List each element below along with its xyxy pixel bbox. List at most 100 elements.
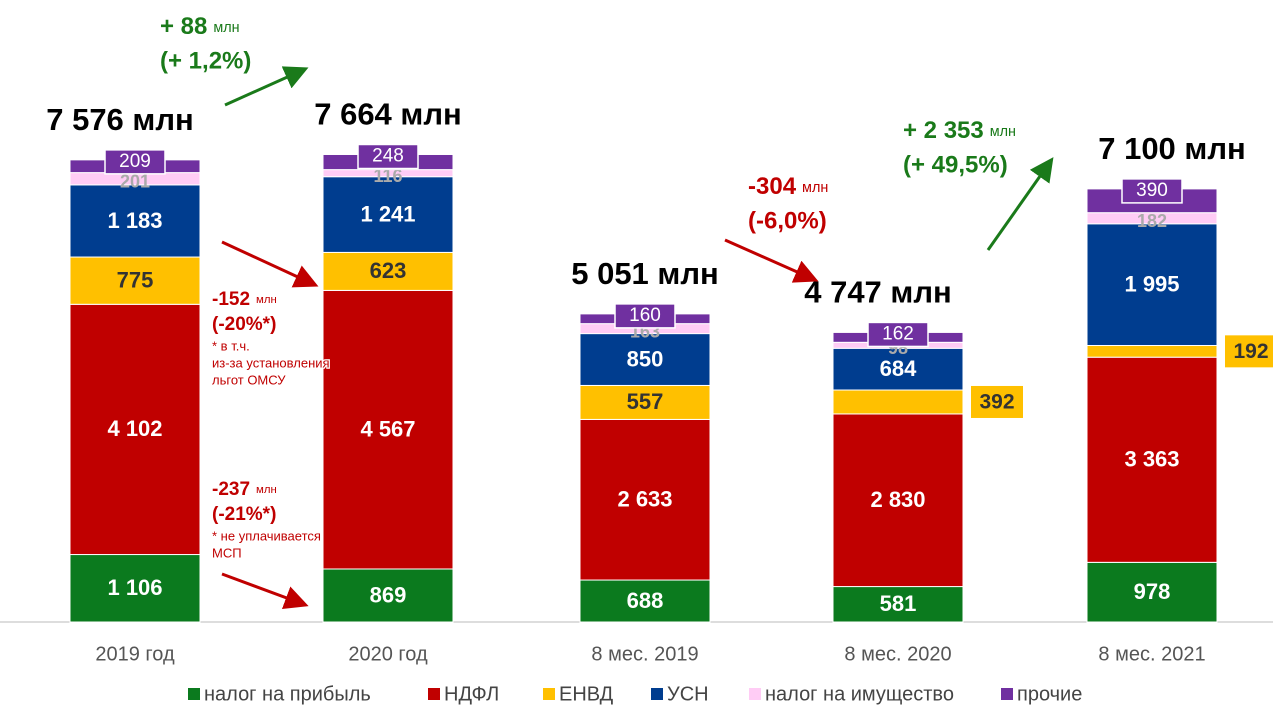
x-tick-label: 8 мес. 2021 — [1098, 643, 1205, 665]
bar-segment — [322, 568, 454, 623]
annotation-note: * в т.ч. — [212, 338, 250, 353]
data-label-box — [104, 149, 166, 175]
annotation-note: из-за установления — [212, 355, 330, 370]
annotation-value: -152 млн — [212, 289, 277, 310]
data-label-box — [971, 385, 1023, 418]
data-label: 684 — [880, 356, 917, 381]
bar-segment — [832, 347, 964, 391]
legend-swatch — [543, 688, 555, 700]
total-label: 7 664 млн — [314, 97, 462, 132]
bar-segment — [69, 554, 201, 623]
annotation-value-number: + 88 — [160, 13, 207, 40]
data-label: 688 — [627, 588, 664, 613]
data-label: 3 363 — [1124, 447, 1179, 472]
data-label: 192 — [1233, 340, 1268, 363]
data-label: 850 — [627, 346, 664, 371]
annotation-percent: (+ 49,5%) — [903, 151, 1008, 178]
data-label: 209 — [119, 151, 151, 172]
legend-label: прочие — [1017, 683, 1082, 705]
data-label: 623 — [370, 258, 407, 283]
annotation-value-number: + 2 353 — [903, 117, 984, 144]
data-label: 2 633 — [617, 487, 672, 512]
x-tick-label: 8 мес. 2020 — [844, 643, 951, 665]
data-label-box — [1121, 178, 1183, 204]
total-label: 7 100 млн — [1098, 131, 1246, 166]
legend-swatch — [188, 688, 200, 700]
data-label: 581 — [880, 591, 917, 616]
data-label: 4 102 — [107, 416, 162, 441]
annotation-value-number: -237 — [212, 479, 250, 500]
data-label: 557 — [627, 389, 664, 414]
legend-label: УСН — [667, 683, 709, 705]
data-label: 978 — [1134, 579, 1171, 604]
bar-segment — [322, 289, 454, 570]
data-label: 201 — [120, 171, 150, 191]
bar-segment — [1086, 223, 1218, 346]
legend-swatch — [1001, 688, 1013, 700]
bar-segment — [579, 418, 711, 581]
total-label: 5 051 млн — [571, 256, 719, 291]
bar-segment — [322, 176, 454, 253]
legend-swatch — [749, 688, 761, 700]
total-label: 4 747 млн — [804, 275, 952, 310]
legend-label: НДФЛ — [444, 683, 499, 705]
data-label-box — [867, 321, 929, 348]
data-label: 4 567 — [360, 417, 415, 442]
data-label: 775 — [117, 267, 154, 292]
annotation-percent: (-6,0%) — [748, 207, 827, 234]
bar-segment — [832, 389, 964, 415]
data-label-box — [614, 303, 676, 329]
data-label: 2 830 — [870, 487, 925, 512]
annotation-value: -304 млн — [748, 173, 828, 200]
annotation-percent: (-21%*) — [212, 504, 276, 525]
legend-swatch — [651, 688, 663, 700]
data-label: 248 — [372, 146, 404, 167]
bar-segment — [1086, 561, 1218, 623]
bar-segment — [1086, 356, 1218, 563]
legend-label: налог на имущество — [765, 683, 954, 705]
bar-segment — [579, 333, 711, 386]
data-label: 162 — [882, 323, 914, 344]
bar-segment — [1086, 344, 1218, 358]
data-label: 1 241 — [360, 201, 415, 226]
data-label: 116 — [373, 166, 402, 186]
annotation-value-number: -304 — [748, 173, 797, 200]
legend-swatch — [428, 688, 440, 700]
data-label: 1 106 — [107, 575, 162, 600]
legend-label: налог на прибыль — [204, 683, 371, 705]
data-label: 1 183 — [107, 208, 162, 233]
bar-segment — [579, 384, 711, 420]
annotation-value: -237 млн — [212, 479, 277, 500]
bar-segment — [832, 413, 964, 588]
annotation-percent: (-20%*) — [212, 314, 276, 335]
annotation-unit: млн — [256, 294, 277, 306]
annotation-unit: млн — [256, 484, 277, 496]
data-label: 182 — [1137, 211, 1167, 231]
bar-segment — [69, 256, 201, 305]
bar-segment — [322, 251, 454, 291]
annotation-percent: (+ 1,2%) — [160, 47, 251, 74]
annotation-note: льгот ОМСУ — [212, 372, 286, 387]
annotation-value: + 2 353 млн — [903, 117, 1016, 144]
x-tick-label: 2020 год — [348, 643, 428, 665]
annotation-note: МСП — [212, 545, 242, 560]
legend-label: ЕНВД — [559, 683, 614, 705]
data-label: 160 — [629, 305, 661, 326]
data-label: 869 — [370, 582, 407, 607]
x-tick-label: 2019 год — [95, 643, 175, 665]
annotation-note: * не уплачивается — [212, 528, 321, 543]
annotation-unit: млн — [990, 124, 1016, 140]
annotation-unit: млн — [802, 180, 828, 196]
data-label-box — [357, 143, 419, 170]
arrows — [221, 66, 1054, 610]
x-tick-label: 8 мес. 2019 — [591, 643, 698, 665]
total-label: 7 576 млн — [46, 102, 194, 137]
annotation-value-number: -152 — [212, 289, 250, 310]
bar-segment — [832, 586, 964, 623]
bar-segment — [69, 303, 201, 556]
data-label: 390 — [1136, 180, 1168, 201]
data-label: 392 — [979, 391, 1014, 414]
annotation-unit: млн — [213, 20, 239, 36]
annotation-value: + 88 млн — [160, 13, 240, 40]
